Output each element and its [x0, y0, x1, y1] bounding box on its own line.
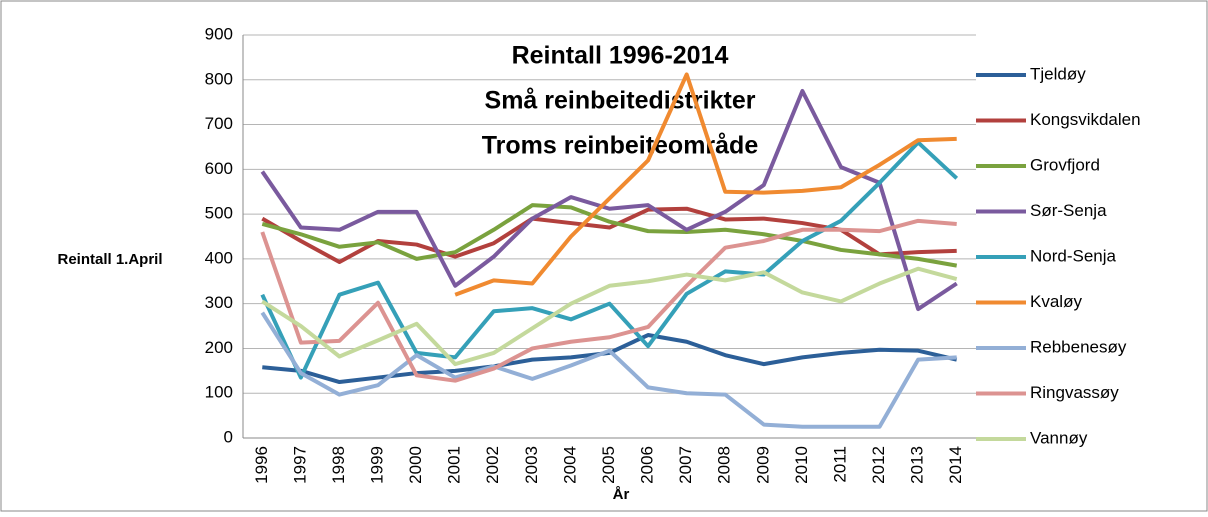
- x-tick-label: 2003: [522, 446, 541, 484]
- y-tick-label: 900: [205, 24, 233, 43]
- x-tick-label: 1996: [252, 446, 271, 484]
- legend-label: Vannøy: [1030, 428, 1088, 447]
- series-line: [260, 140, 959, 380]
- y-tick-label: 200: [205, 338, 233, 357]
- y-tick-label: 500: [205, 204, 233, 223]
- x-tick-label: 1998: [329, 446, 348, 484]
- x-tick-label: 2002: [483, 446, 502, 484]
- y-tick-label: 700: [205, 114, 233, 133]
- x-tick-label: 2000: [406, 446, 425, 484]
- series-line: [261, 203, 958, 268]
- legend-label: Grovfjord: [1030, 155, 1100, 174]
- y-tick-label: 300: [205, 293, 233, 312]
- x-tick-label: 2004: [560, 446, 579, 484]
- legend-label: Nord-Senja: [1030, 246, 1117, 265]
- x-tick-label: 2010: [792, 446, 811, 484]
- series-line: [260, 218, 957, 383]
- x-tick-label: 2001: [445, 446, 464, 484]
- x-tick-label: 2007: [676, 446, 695, 484]
- x-tick-label: 2009: [753, 446, 772, 484]
- series-line: [261, 266, 958, 367]
- series-line: [260, 311, 957, 429]
- series-line: [454, 72, 957, 297]
- y-tick-label: 800: [205, 69, 233, 88]
- x-axis-label: År: [613, 486, 630, 503]
- chart-title: Reintall 1996-2014: [512, 42, 729, 70]
- legend-label: Ringvassøy: [1030, 383, 1119, 402]
- x-tick-label: 2013: [908, 446, 927, 484]
- legend-label: Kongsvikdalen: [1030, 110, 1141, 129]
- x-tick-label: 2012: [869, 446, 888, 484]
- x-tick-label: 2014: [946, 446, 965, 484]
- x-tick-label: 2005: [599, 446, 618, 484]
- legend-label: Tjeldøy: [1030, 64, 1086, 83]
- y-tick-label: 100: [205, 383, 233, 402]
- chart-title: Små reinbeitedistrikter: [485, 87, 756, 115]
- legend-label: Kvaløy: [1030, 292, 1082, 311]
- x-tick-label: 1999: [368, 446, 387, 484]
- y-axis-label: Reintall 1.April: [57, 251, 162, 268]
- y-tick-label: 600: [205, 159, 233, 178]
- x-tick-label: 2006: [638, 446, 657, 484]
- legend-label: Sør-Senja: [1030, 201, 1107, 220]
- x-tick-label: 2011: [830, 446, 849, 483]
- y-tick-label: 400: [205, 248, 233, 267]
- x-tick-label: 1997: [290, 446, 309, 484]
- series-line: [260, 88, 958, 312]
- x-tick-label: 2008: [715, 446, 734, 484]
- chart-title: Troms reinbeiteområde: [482, 132, 759, 160]
- y-tick-label: 0: [224, 427, 233, 446]
- legend-label: Rebbenesøy: [1030, 337, 1127, 356]
